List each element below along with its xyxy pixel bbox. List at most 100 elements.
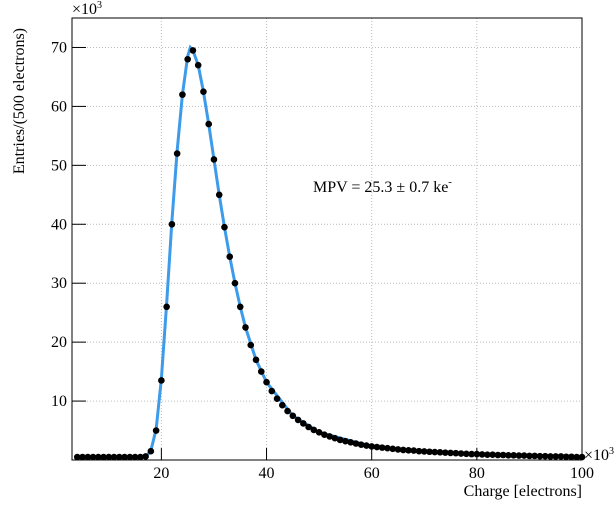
data-point [268, 387, 276, 395]
x-multiplier-base: ×10 [584, 447, 609, 464]
data-point [557, 453, 565, 460]
data-point [200, 88, 207, 95]
annotation: MPV = 25.3 ± 0.7 ke- [313, 176, 452, 196]
data-point [226, 253, 234, 260]
data-point [452, 449, 460, 457]
data-point [158, 377, 165, 384]
data-point [215, 191, 223, 199]
data-point [121, 453, 128, 461]
data-point [463, 450, 470, 458]
data-point [242, 324, 249, 331]
data-point [568, 453, 575, 461]
data-point [384, 444, 391, 452]
y-tick-label: 40 [51, 216, 67, 233]
data-point [431, 448, 439, 456]
x-multiplier-exp: 3 [609, 446, 614, 457]
data-point [84, 453, 92, 461]
data-point [305, 423, 312, 431]
data-point [73, 453, 81, 461]
data-point [336, 436, 344, 444]
x-tick-label: 80 [469, 465, 485, 482]
data-point [510, 451, 517, 459]
data-point [137, 453, 144, 461]
x-axis-title: Charge [electrons] [464, 483, 582, 500]
data-point [489, 451, 496, 458]
data-point [221, 223, 228, 231]
y-multiplier-exp: 3 [97, 0, 102, 11]
data-point [315, 429, 323, 436]
data-point [294, 416, 302, 424]
data-point [357, 441, 365, 448]
data-point [252, 356, 260, 364]
data-point [484, 451, 491, 458]
x-multiplier: ×103 [584, 446, 614, 464]
data-point [163, 303, 170, 311]
data-point [152, 427, 160, 434]
annotation-text: MPV = 25.3 ± 0.7 ke [313, 179, 448, 196]
data-point [257, 368, 265, 375]
data-point [531, 452, 538, 460]
data-point [194, 61, 202, 69]
data-point [126, 453, 134, 461]
data-point [168, 220, 176, 228]
data-point [173, 150, 181, 157]
data-point [231, 279, 239, 287]
data-point [378, 444, 386, 451]
data-point [478, 451, 486, 458]
plot-frame [71, 17, 583, 461]
data-point [142, 453, 149, 460]
data-point [468, 450, 475, 458]
data-point [263, 378, 270, 386]
data-point [347, 439, 354, 446]
data-point [505, 451, 512, 459]
data-point [415, 447, 423, 455]
data-point [389, 445, 397, 453]
data-point [499, 451, 507, 459]
data-point [457, 450, 465, 457]
data-point [368, 443, 375, 450]
data-point [236, 303, 244, 311]
data-point [131, 453, 139, 461]
data-point [436, 449, 444, 456]
data-point [373, 443, 381, 451]
data-point [289, 412, 297, 420]
data-point [410, 447, 418, 454]
fit-curve [144, 44, 583, 459]
data-point [94, 453, 102, 461]
data-point [284, 407, 291, 415]
x-tick-label: 60 [364, 465, 380, 482]
y-axis-title: Entries/(500 electrons) [11, 28, 28, 174]
data-point [89, 453, 97, 461]
y-tick-label: 10 [51, 393, 67, 410]
data-point [547, 453, 554, 460]
data-point [189, 47, 197, 54]
data-point [526, 452, 533, 460]
data-point [363, 442, 370, 449]
data-point [426, 448, 433, 456]
data-point [210, 156, 218, 163]
data-point [147, 447, 155, 455]
y-tick-label: 30 [51, 275, 67, 292]
data-point [326, 433, 333, 440]
data-point [179, 91, 186, 98]
data-point [552, 453, 560, 460]
y-multiplier: ×103 [72, 0, 102, 18]
data-point [310, 426, 318, 434]
y-tick-label: 20 [51, 334, 67, 351]
data-point [394, 446, 402, 453]
data-point [205, 120, 213, 128]
annotation-sup: - [448, 176, 452, 188]
data-point [110, 453, 118, 461]
data-point [279, 401, 286, 409]
data-point [520, 452, 528, 459]
data-point [79, 453, 86, 461]
y-tick-label: 50 [51, 157, 67, 174]
data-point [247, 341, 255, 349]
data-point [300, 420, 307, 427]
data-point [515, 452, 523, 459]
data-point [494, 451, 502, 459]
data-point [562, 453, 570, 461]
data-point [405, 446, 412, 454]
data-point [536, 452, 544, 460]
data-point [273, 395, 281, 403]
